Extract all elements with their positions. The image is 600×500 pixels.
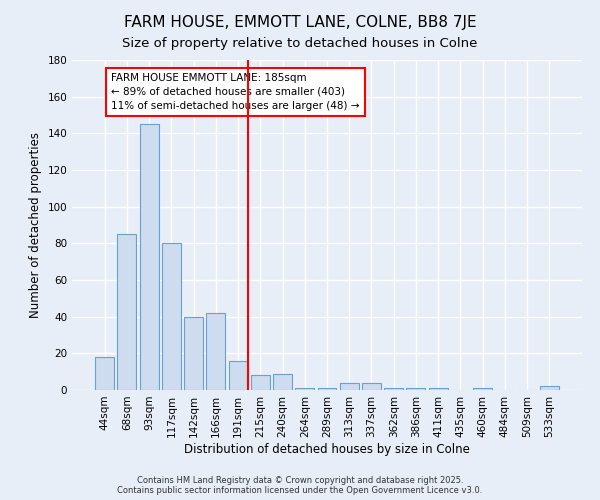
Text: Size of property relative to detached houses in Colne: Size of property relative to detached ho… <box>122 38 478 51</box>
Bar <box>273 374 292 390</box>
Text: FARM HOUSE, EMMOTT LANE, COLNE, BB8 7JE: FARM HOUSE, EMMOTT LANE, COLNE, BB8 7JE <box>124 15 476 30</box>
X-axis label: Distribution of detached houses by size in Colne: Distribution of detached houses by size … <box>184 442 470 456</box>
Bar <box>362 382 381 390</box>
Text: FARM HOUSE EMMOTT LANE: 185sqm
← 89% of detached houses are smaller (403)
11% of: FARM HOUSE EMMOTT LANE: 185sqm ← 89% of … <box>112 73 360 111</box>
Bar <box>429 388 448 390</box>
Bar <box>340 382 359 390</box>
Text: Contains HM Land Registry data © Crown copyright and database right 2025.
Contai: Contains HM Land Registry data © Crown c… <box>118 476 482 495</box>
Bar <box>229 360 248 390</box>
Bar <box>317 388 337 390</box>
Bar <box>295 388 314 390</box>
Bar <box>118 234 136 390</box>
Y-axis label: Number of detached properties: Number of detached properties <box>29 132 42 318</box>
Bar <box>251 376 270 390</box>
Bar <box>184 316 203 390</box>
Bar <box>140 124 158 390</box>
Bar <box>384 388 403 390</box>
Bar <box>406 388 425 390</box>
Bar <box>95 357 114 390</box>
Bar <box>162 244 181 390</box>
Bar <box>206 313 225 390</box>
Bar <box>473 388 492 390</box>
Bar <box>540 386 559 390</box>
